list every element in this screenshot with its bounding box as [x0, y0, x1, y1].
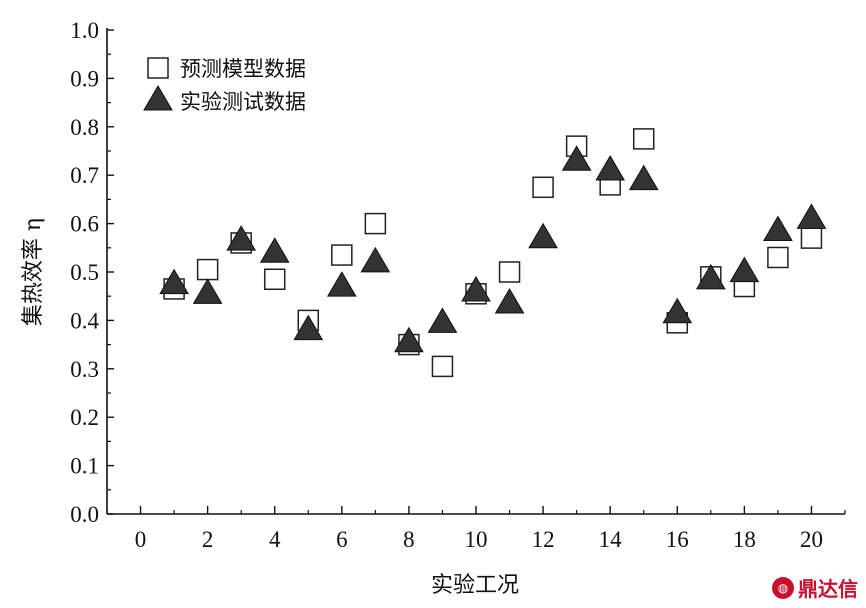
measured-point: [326, 271, 357, 297]
measured-point: [662, 297, 693, 324]
predicted-point: [632, 128, 655, 150]
x-tick-label: 16: [666, 527, 689, 552]
measured-point: [394, 326, 424, 353]
measured-point: [494, 288, 525, 314]
x-tick-label: 8: [403, 527, 415, 552]
x-tick-label: 6: [336, 527, 348, 552]
y-tick-label: 0.5: [70, 260, 99, 285]
predicted-point: [263, 268, 286, 291]
y-tick-label: 0.2: [70, 405, 99, 430]
watermark: ◍ 鼎达信: [772, 573, 858, 602]
measured-point: [159, 268, 189, 295]
watermark-text: 鼎达信: [798, 577, 858, 601]
measured-point: [561, 145, 592, 171]
x-tick-label: 18: [733, 527, 756, 552]
measured-point: [427, 307, 458, 333]
x-tick-label: 20: [800, 527, 823, 552]
y-tick-label: 0.7: [70, 163, 99, 188]
predicted-point: [498, 261, 521, 283]
x-tick-label: 10: [465, 527, 488, 552]
x-tick-label: 4: [269, 527, 281, 552]
x-tick-label: 2: [202, 527, 214, 552]
predicted-point: [431, 355, 454, 378]
legend-marker-measured: [143, 85, 173, 111]
measured-point: [461, 275, 491, 302]
y-tick-label: 0.8: [70, 115, 99, 140]
y-tick-label: 1.0: [70, 18, 99, 43]
predicted-point: [800, 227, 823, 249]
measured-point: [360, 246, 391, 273]
measured-point: [796, 203, 827, 229]
predicted-point: [196, 258, 219, 281]
x-tick-label: 0: [135, 527, 147, 552]
data-marks: [159, 128, 827, 378]
measured-point: [729, 256, 760, 283]
y-tick-label: 0.0: [70, 502, 99, 527]
measured-point: [628, 164, 659, 191]
measured-point: [695, 263, 726, 290]
measured-point: [192, 278, 223, 304]
legend-label-predicted: 预测模型数据: [180, 57, 306, 81]
measured-point: [528, 222, 558, 249]
measured-point: [259, 237, 290, 263]
y-tick-label: 0.3: [70, 357, 99, 382]
y-tick-label: 0.6: [70, 212, 99, 237]
legend-label-measured: 实验测试数据: [180, 90, 306, 114]
logo-icon: ◍: [772, 576, 794, 599]
x-tick-label: 14: [599, 527, 623, 552]
y-tick-label: 0.9: [70, 66, 99, 91]
measured-point: [595, 154, 626, 181]
predicted-point: [532, 176, 554, 199]
measured-point: [293, 314, 324, 341]
x-axis-label: 实验工况: [431, 573, 519, 598]
x-tick-label: 12: [532, 527, 555, 552]
ticks: 0.0 0.1 0.2 0.3 0.4 0.5 0.6 0.7 0.8 0.9 1.0 0 2 4 6 8 10…: [70, 18, 846, 552]
predicted-point: [364, 212, 387, 235]
predicted-point: [331, 244, 353, 266]
y-axis-label: 集热效率 η: [21, 218, 46, 326]
y-tick-label: 0.4: [70, 308, 99, 333]
y-tick-label: 0.1: [70, 454, 99, 479]
measured-point: [763, 215, 793, 241]
predicted-point: [767, 246, 789, 269]
measured-point: [226, 225, 257, 251]
legend-marker-predicted: [147, 57, 169, 79]
